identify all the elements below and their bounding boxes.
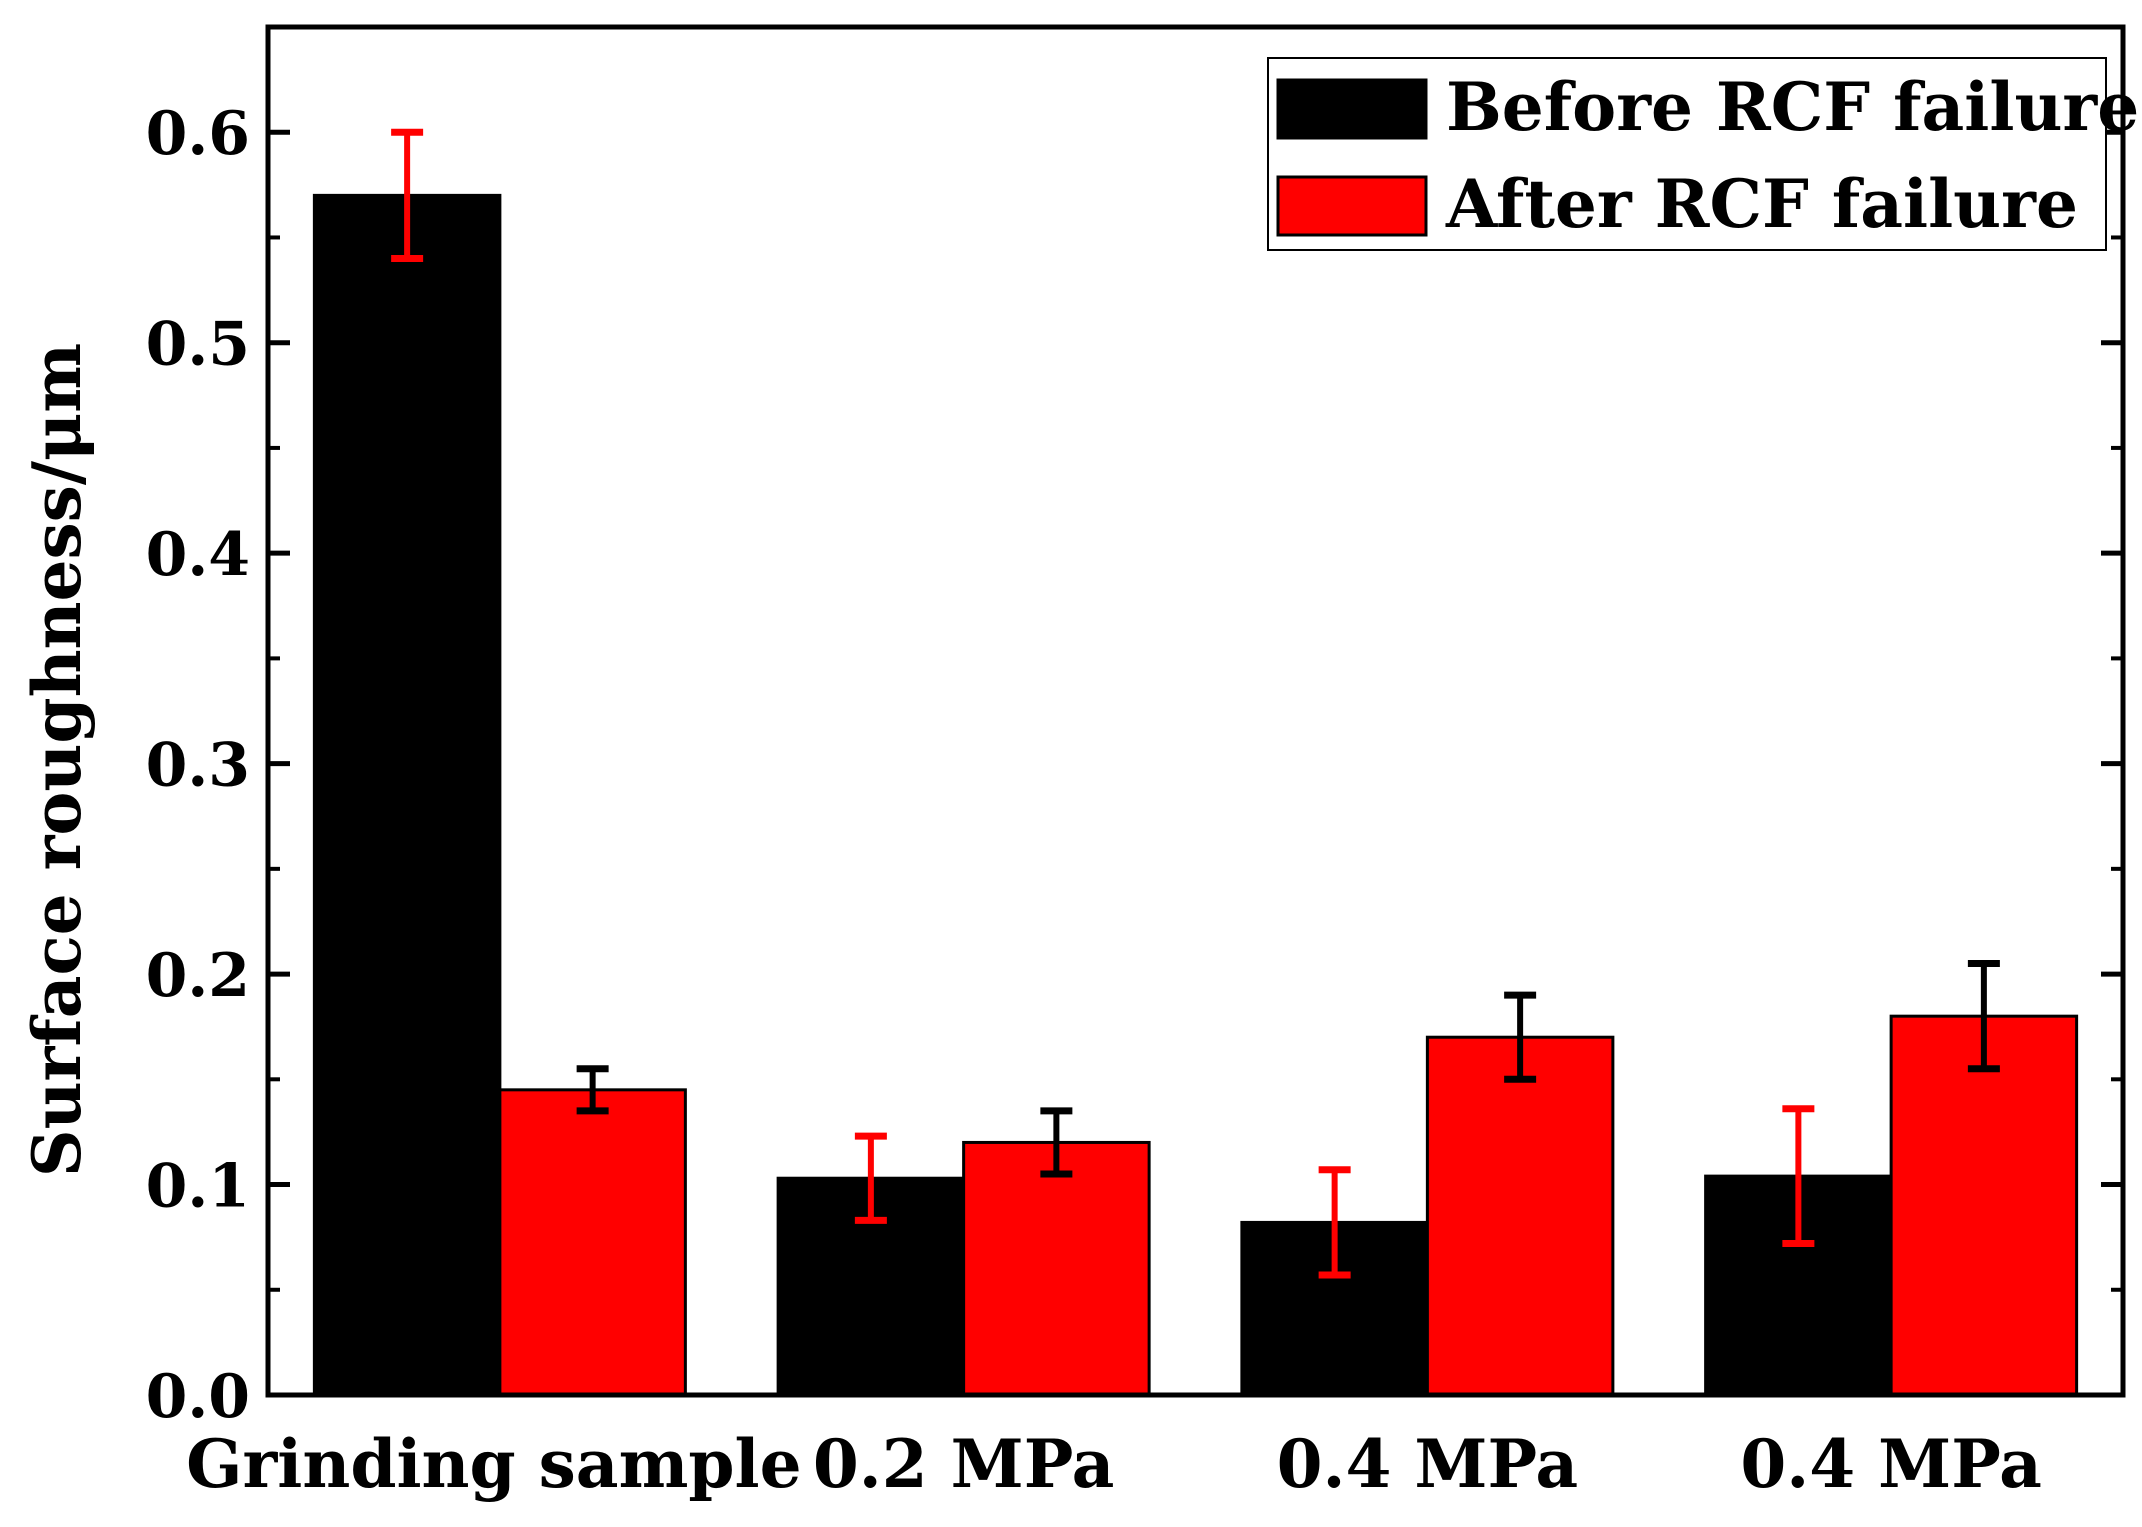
y-tick-label: 0.6 <box>146 99 250 169</box>
bar-after <box>498 1088 687 1397</box>
x-tick-label: 0.4 MPa <box>1277 1425 1578 1503</box>
x-axis: Grinding sample 0.2 MPa 0.4 MPa 0.4 MPa <box>186 1425 2042 1503</box>
error-bars-layer <box>391 128 2000 1279</box>
legend-swatch <box>1276 175 1428 237</box>
bar-before <box>312 193 502 1397</box>
y-tick-label: 0.5 <box>146 310 250 380</box>
y-axis-label: Surface roughness/μm <box>18 343 96 1177</box>
y-tick-label: 0.2 <box>146 941 250 1011</box>
plot-frame <box>265 24 2126 1398</box>
y-axis: 0.0 0.1 0.2 0.3 0.4 0.5 0.6 <box>146 99 2123 1432</box>
bar-after <box>1425 1035 1615 1397</box>
bar-after <box>1889 1014 2079 1397</box>
x-tick-label: Grinding sample <box>186 1425 802 1503</box>
legend: Before RCF failure After RCF failure <box>1267 57 2139 251</box>
legend-label: Before RCF failure <box>1446 68 2139 146</box>
legend-label: After RCF failure <box>1445 165 2078 243</box>
y-tick-label: 0.4 <box>146 520 250 590</box>
bar-after <box>962 1140 1151 1397</box>
x-tick-label: 0.4 MPa <box>1740 1425 2041 1503</box>
y-tick-label: 0.3 <box>146 731 250 801</box>
y-tick-label: 0.0 <box>146 1362 250 1432</box>
x-tick-label: 0.2 MPa <box>813 1425 1114 1503</box>
y-tick-label: 0.1 <box>146 1152 250 1222</box>
legend-swatch <box>1276 78 1428 140</box>
bars-layer <box>312 193 2079 1397</box>
